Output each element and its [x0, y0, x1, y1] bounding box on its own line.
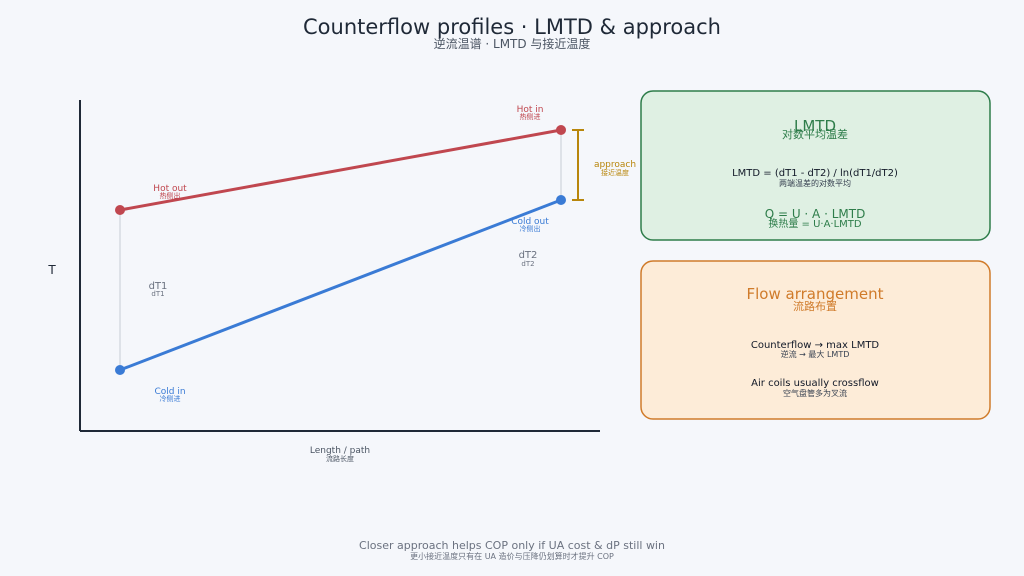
y-axis-label: T	[47, 263, 56, 277]
heat-rate-formula: Q = U · A · LMTD	[765, 207, 866, 221]
flow-panel	[640, 260, 991, 420]
flow-line-1: Counterflow → max LMTD	[751, 340, 880, 351]
page-subtitle: 逆流温谱 · LMTD 与接近温度	[434, 36, 591, 51]
footer-note: Closer approach helps COP only if UA cos…	[359, 539, 665, 552]
lmtd-formula: LMTD = (dT1 - dT2) / ln(dT1/dT2)	[732, 168, 898, 179]
footer-note-zh: 更小接近温度只有在 UA 造价与压降仍划算时才提升 COP	[410, 551, 614, 561]
flow-line-2-zh: 空气盘管多为叉流	[783, 388, 847, 398]
hot-out-point	[115, 205, 125, 215]
hot-out-label: Hot out	[153, 184, 187, 194]
hot-in-label-zh: 热侧进	[520, 112, 541, 121]
lmtd-formula-zh: 两端温差的对数平均	[779, 178, 851, 188]
flow-panel-title: Flow arrangement	[747, 285, 884, 303]
approach-label: approach	[594, 160, 636, 170]
lmtd-panel-title-zh: 对数平均温差	[782, 127, 848, 141]
lmtd-panel-title: LMTD	[794, 117, 836, 135]
hot-out-label-zh: 热侧出	[160, 191, 181, 200]
approach-bracket	[572, 129, 584, 201]
hot-in-label: Hot in	[517, 105, 544, 115]
heat-rate-formula-zh: 换热量 = U·A·LMTD	[768, 217, 862, 230]
cold-in-point	[115, 365, 125, 375]
hot-in-point	[556, 125, 566, 135]
page-title: Counterflow profiles · LMTD & approach	[303, 15, 721, 39]
flow-line-2: Air coils usually crossflow	[751, 378, 879, 389]
hot-stream-line	[119, 128, 562, 212]
cold-in-label-zh: 冷侧进	[160, 394, 181, 403]
x-axis-label-zh: 流路长度	[326, 454, 354, 463]
cold-in-label: Cold in	[154, 387, 185, 397]
approach-label-zh: 接近温度	[601, 168, 629, 177]
cold-out-label-zh: 冷侧出	[520, 224, 541, 233]
lmtd-panel	[640, 90, 991, 241]
dT2-label: dT2	[519, 250, 538, 261]
dT1-label-zh: dT1	[151, 290, 164, 298]
flow-line-1-zh: 逆流 → 最大 LMTD	[781, 349, 850, 359]
cold-out-label: Cold out	[511, 217, 549, 227]
cold-out-point	[556, 195, 566, 205]
cold-stream-line	[119, 198, 562, 372]
flow-panel-title-zh: 流路布置	[793, 299, 837, 313]
dT2-label-zh: dT2	[521, 260, 534, 268]
x-axis-label: Length / path	[310, 446, 370, 456]
dT1-label: dT1	[149, 281, 168, 292]
